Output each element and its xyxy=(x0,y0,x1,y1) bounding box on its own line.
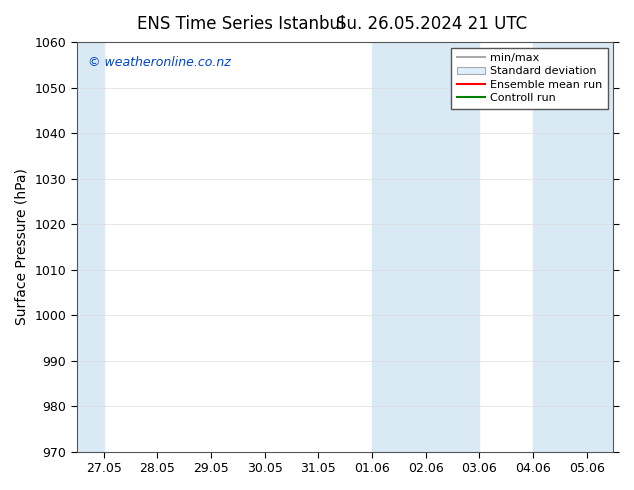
Bar xyxy=(533,42,614,452)
Bar xyxy=(372,42,479,452)
Text: ENS Time Series Istanbul: ENS Time Series Istanbul xyxy=(137,15,345,33)
Bar xyxy=(77,42,104,452)
Legend: min/max, Standard deviation, Ensemble mean run, Controll run: min/max, Standard deviation, Ensemble me… xyxy=(451,48,608,109)
Text: Su. 26.05.2024 21 UTC: Su. 26.05.2024 21 UTC xyxy=(335,15,527,33)
Text: © weatheronline.co.nz: © weatheronline.co.nz xyxy=(87,56,230,70)
Y-axis label: Surface Pressure (hPa): Surface Pressure (hPa) xyxy=(15,169,29,325)
